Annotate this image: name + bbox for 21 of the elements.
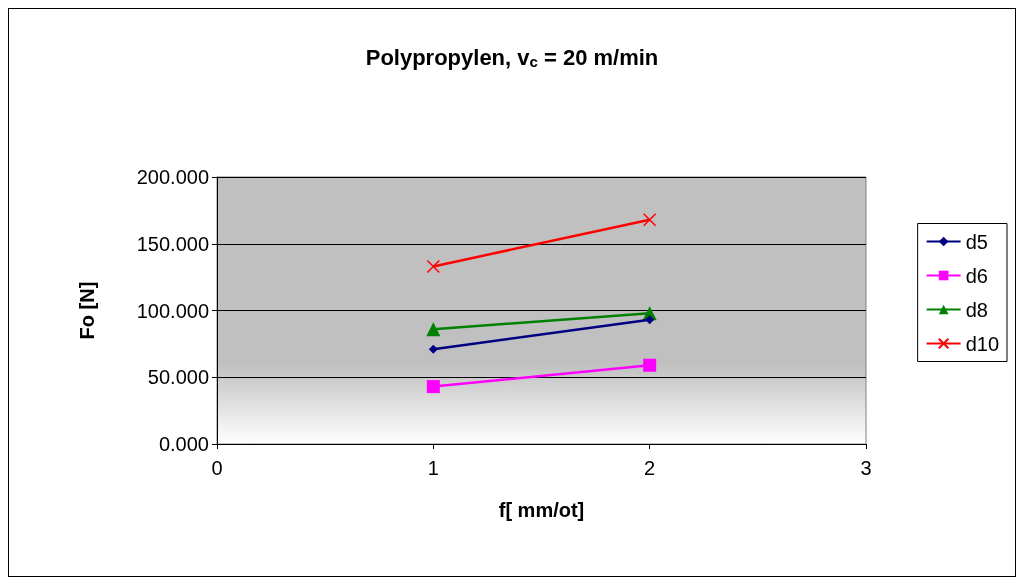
point	[426, 259, 441, 274]
x-tick-label: 2	[644, 457, 656, 479]
x-tick-label: 1	[427, 457, 439, 479]
y-tick-label: 100.000	[136, 299, 209, 322]
chart-title: Polypropylen, vc = 20 m/min	[365, 45, 659, 70]
legend-label: d10	[965, 332, 1000, 355]
y-tick-label: 150.000	[136, 232, 209, 255]
point	[643, 358, 657, 372]
y-tick-label: 200.000	[136, 166, 209, 188]
y-tick-label: 0.000	[158, 433, 209, 455]
y-tick-label: 50.000	[147, 366, 209, 389]
x-axis-title: f[ mm/ot]	[498, 499, 585, 521]
legend-label: d5	[965, 230, 988, 253]
point	[428, 344, 438, 354]
legend-label: d6	[965, 264, 988, 287]
x-tick-label: 0	[211, 457, 223, 479]
point	[426, 380, 440, 394]
legend-label: d8	[965, 298, 988, 321]
y-axis-title: Fo [N]	[76, 281, 98, 340]
point	[642, 212, 657, 227]
x-tick-label: 3	[860, 457, 872, 479]
